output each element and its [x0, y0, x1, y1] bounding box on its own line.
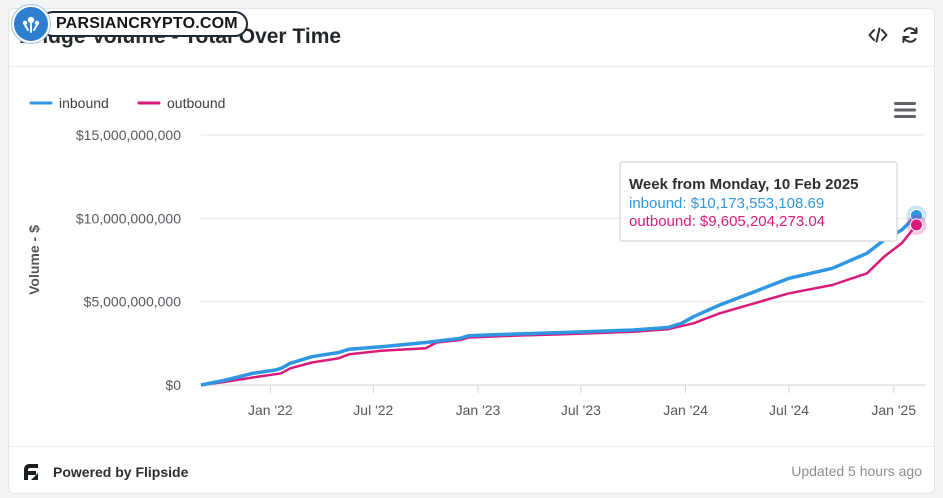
- x-tick-label: Jan '22: [248, 402, 293, 418]
- x-tick-label: Jan '24: [663, 402, 708, 418]
- powered-by[interactable]: Powered by Flipside: [19, 460, 188, 484]
- line-chart: $0 $5,000,000,000 $10,000,000,000 $15,000,0…: [26, 95, 927, 418]
- hover-point-outbound: [909, 218, 923, 232]
- y-axis-title: Volume - $: [26, 225, 42, 295]
- x-tick-label: Jul '22: [353, 402, 393, 418]
- legend-label-outbound: outbound: [167, 95, 225, 111]
- refresh-icon[interactable]: [900, 25, 920, 45]
- x-tick-label: Jul '24: [769, 402, 809, 418]
- chart-card: Bridge Volume - Total Over Time $0$5,000…: [8, 8, 935, 494]
- header-actions: [868, 25, 920, 45]
- flipside-logo-icon: [24, 464, 38, 480]
- chart-menu-button[interactable]: [894, 101, 916, 124]
- y-tick-label: $5,000,000,000: [84, 294, 182, 310]
- x-tick-label: Jul '23: [561, 402, 601, 418]
- updated-text: Updated 5 hours ago: [791, 463, 922, 479]
- tooltip-box: [619, 161, 898, 242]
- x-tick-label: Jan '25: [871, 402, 916, 418]
- watermark: PARSIANCRYPTO.COM: [12, 5, 248, 43]
- watermark-text: PARSIANCRYPTO.COM: [40, 11, 248, 37]
- y-tick-label: $0: [165, 377, 181, 393]
- watermark-logo-icon: [12, 5, 50, 43]
- series-line-inbound: [200, 214, 918, 387]
- tooltip-inbound: inbound: $10,173,553,108.69: [629, 195, 824, 212]
- x-tick-label: Jan '23: [456, 402, 501, 418]
- legend-label-inbound: inbound: [59, 95, 109, 111]
- y-tick-label: $15,000,000,000: [76, 127, 181, 143]
- tooltip-title: Week from Monday, 10 Feb 2025: [629, 176, 859, 193]
- y-tick-label: $10,000,000,000: [76, 210, 181, 226]
- hamburger-icon: [894, 102, 916, 118]
- powered-by-text: Powered by Flipside: [53, 464, 189, 480]
- tooltip-outbound: outbound: $9,605,204,273.04: [629, 213, 825, 230]
- code-icon[interactable]: [868, 25, 888, 45]
- tooltip: Week from Monday, 10 Feb 2025 inbound: $1…: [619, 161, 898, 242]
- card-footer: Powered by Flipside Updated 5 hours ago: [9, 446, 934, 493]
- series-line-outbound: [200, 224, 918, 387]
